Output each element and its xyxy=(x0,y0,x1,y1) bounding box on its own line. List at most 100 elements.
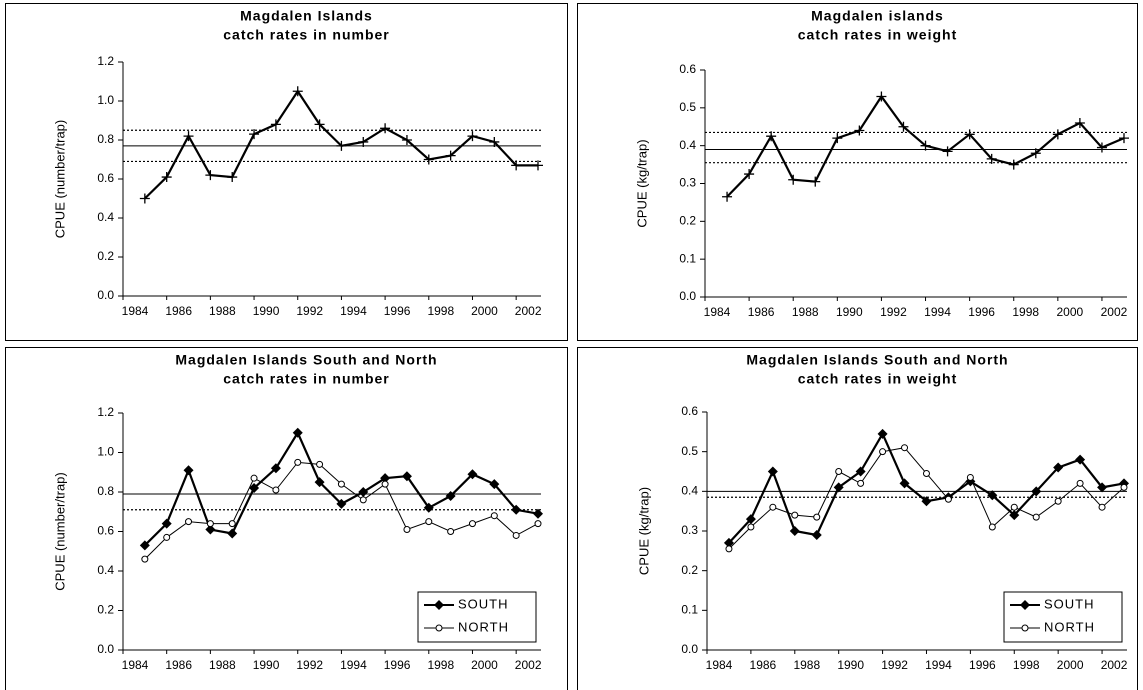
marker xyxy=(445,490,456,501)
marker xyxy=(336,498,347,509)
legend-marker xyxy=(434,600,444,610)
marker xyxy=(769,503,777,511)
y-tick-label: 0.4 xyxy=(97,210,114,224)
x-tick-label: 1998 xyxy=(1013,658,1040,672)
y-tick-label: 0.6 xyxy=(97,171,114,185)
y-tick-label: 0.4 xyxy=(681,484,698,498)
marker xyxy=(766,131,777,142)
marker xyxy=(1075,454,1086,465)
y-tick-label: 0.3 xyxy=(679,176,696,190)
marker xyxy=(249,483,260,494)
marker xyxy=(249,129,260,140)
marker xyxy=(270,119,281,130)
marker xyxy=(161,518,172,529)
x-tick-label: 1994 xyxy=(340,658,367,672)
x-tick-label: 1986 xyxy=(165,304,192,318)
y-tick-label: 1.2 xyxy=(97,54,114,68)
marker xyxy=(358,136,369,147)
y-tick-label: 0.6 xyxy=(679,62,696,76)
y-axis-label: CPUE (kg/trap) xyxy=(636,487,651,575)
marker xyxy=(722,191,733,202)
marker xyxy=(879,448,887,456)
marker xyxy=(489,136,500,147)
legend-marker xyxy=(1021,624,1029,632)
marker xyxy=(401,135,412,145)
marker xyxy=(468,520,476,528)
marker xyxy=(250,474,258,482)
marker xyxy=(1054,497,1062,505)
marker xyxy=(964,129,975,140)
marker xyxy=(744,169,755,180)
legend-box xyxy=(417,591,537,643)
marker xyxy=(423,154,434,165)
x-tick-label: 2002 xyxy=(1101,305,1128,319)
y-tick-label: 1.2 xyxy=(97,405,114,419)
legend-marker xyxy=(435,624,443,632)
x-tick-label: 1996 xyxy=(968,305,995,319)
x-tick-label: 2000 xyxy=(471,658,498,672)
x-tick-label: 1998 xyxy=(1012,305,1039,319)
x-tick-label: 1984 xyxy=(122,658,149,672)
x-tick-label: 2002 xyxy=(515,658,542,672)
y-tick-label: 0.2 xyxy=(681,563,698,577)
y-tick-label: 0.2 xyxy=(97,249,114,263)
panel-border xyxy=(5,3,568,341)
chart-panel: Magdalen Islands catch rates in number CPU… xyxy=(5,3,568,341)
y-tick-label: 0.6 xyxy=(681,404,698,418)
x-tick-label: 1992 xyxy=(881,658,908,672)
marker xyxy=(314,119,325,130)
x-tick-label: 1994 xyxy=(925,658,952,672)
chart-title: Magdalen islands xyxy=(811,8,944,24)
marker xyxy=(745,514,756,525)
x-tick-label: 1996 xyxy=(384,304,411,318)
x-tick-label: 1990 xyxy=(253,304,280,318)
marker xyxy=(425,518,433,526)
marker xyxy=(489,479,500,490)
marker xyxy=(876,91,887,102)
x-tick-label: 1988 xyxy=(792,305,819,319)
marker xyxy=(205,524,216,535)
y-tick-label: 0.0 xyxy=(679,289,696,303)
marker xyxy=(467,469,478,480)
marker xyxy=(1008,159,1019,170)
marker xyxy=(877,428,888,439)
x-tick-label: 1988 xyxy=(209,658,236,672)
marker xyxy=(512,531,520,539)
y-axis-label: CPUE (kg/trap) xyxy=(634,139,649,227)
x-tick-label: 1992 xyxy=(296,304,323,318)
marker xyxy=(1053,462,1064,473)
marker xyxy=(854,125,865,136)
x-tick-label: 1990 xyxy=(253,658,280,672)
chart-title: Magdalen Islands South and North xyxy=(746,352,1008,368)
marker xyxy=(294,458,302,466)
marker xyxy=(855,466,866,477)
marker xyxy=(292,86,303,97)
y-tick-label: 0.5 xyxy=(681,444,698,458)
marker xyxy=(139,193,150,204)
panel-border xyxy=(577,3,1138,341)
marker xyxy=(857,479,865,487)
y-tick-label: 0.2 xyxy=(679,214,696,228)
marker xyxy=(835,468,843,475)
marker xyxy=(1031,486,1042,497)
y-tick-label: 0.0 xyxy=(97,288,114,302)
marker xyxy=(403,526,411,534)
marker xyxy=(898,121,909,132)
legend-label: NORTH xyxy=(1044,619,1095,634)
marker xyxy=(922,469,930,477)
y-axis-label: CPUE (number/trap) xyxy=(52,120,67,238)
y-tick-label: 0.4 xyxy=(97,563,114,577)
x-tick-label: 1988 xyxy=(793,658,820,672)
marker xyxy=(314,477,325,488)
y-tick-label: 0.8 xyxy=(97,132,114,146)
x-tick-label: 1992 xyxy=(296,658,323,672)
y-tick-label: 0.2 xyxy=(97,603,114,617)
x-tick-label: 1996 xyxy=(384,658,411,672)
marker xyxy=(316,460,324,468)
marker xyxy=(1119,133,1129,144)
y-axis-label: CPUE (number/trap) xyxy=(52,472,67,590)
marker xyxy=(490,512,498,520)
marker xyxy=(1098,503,1106,511)
marker xyxy=(534,520,542,528)
x-tick-label: 1998 xyxy=(427,658,454,672)
